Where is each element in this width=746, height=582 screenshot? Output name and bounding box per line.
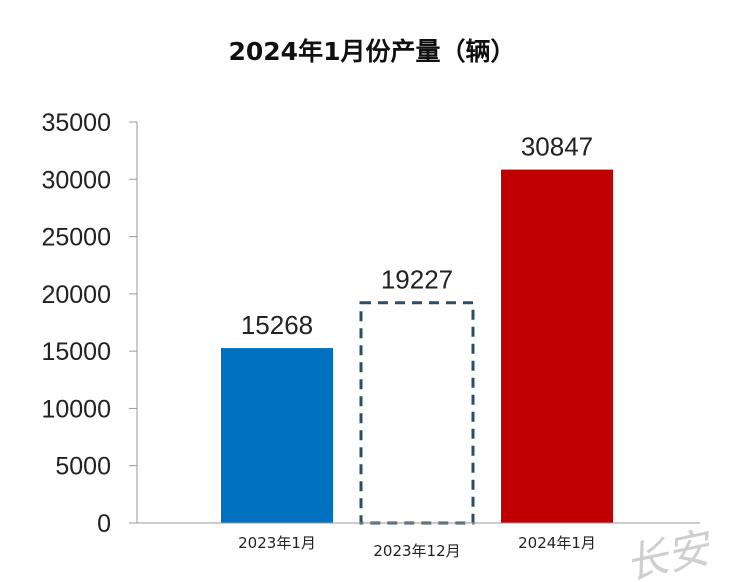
x-tick-label: 2023年1月 bbox=[238, 534, 316, 552]
y-tick-label: 5000 bbox=[55, 453, 111, 481]
x-axis: 2023年1月 2023年12月 2024年1月 bbox=[137, 522, 700, 560]
y-tick-label: 20000 bbox=[41, 281, 111, 309]
y-tick-label: 15000 bbox=[41, 338, 111, 366]
watermark-logo: 长安 bbox=[621, 523, 717, 582]
data-label-2: 19227 bbox=[381, 265, 453, 295]
bar-2 bbox=[359, 301, 475, 525]
data-labels: 15268 19227 30847 bbox=[241, 132, 593, 340]
y-tick-label: 35000 bbox=[41, 109, 111, 137]
y-tick-label: 10000 bbox=[41, 395, 111, 423]
bars bbox=[221, 169, 613, 525]
data-label-3: 30847 bbox=[521, 132, 593, 162]
chart-title: 2024年1月份产量（辆） bbox=[229, 37, 516, 66]
data-label-1: 15268 bbox=[241, 310, 313, 340]
x-tick-label: 2024年1月 bbox=[518, 534, 596, 552]
bar-3 bbox=[501, 169, 613, 523]
y-tick-label: 0 bbox=[97, 510, 111, 538]
y-axis: 0 5000 10000 15000 20000 25000 30000 35000 bbox=[41, 109, 138, 538]
y-tick-label: 30000 bbox=[41, 166, 111, 194]
y-tick-label: 25000 bbox=[41, 224, 111, 252]
x-tick-label: 2023年12月 bbox=[373, 542, 460, 560]
bar-1 bbox=[221, 348, 333, 523]
